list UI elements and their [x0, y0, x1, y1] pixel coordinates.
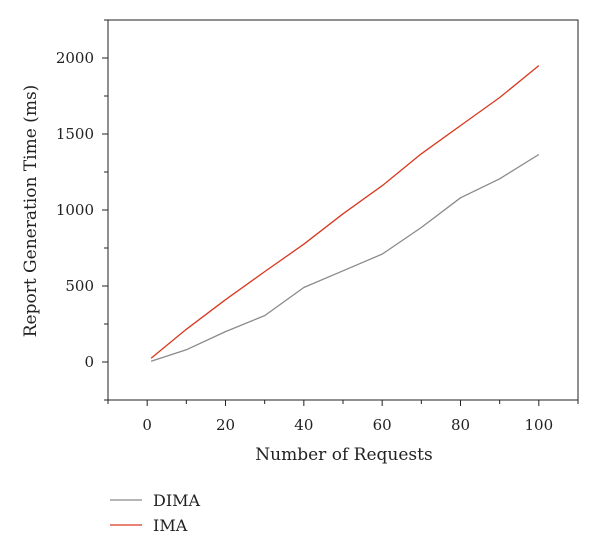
- series-line-ima: [150, 65, 540, 359]
- series-line-dima: [150, 153, 540, 362]
- y-tick-label: 2000: [56, 49, 94, 67]
- y-tick-label: 0: [84, 353, 94, 371]
- x-tick-label: 80: [451, 416, 470, 434]
- plot-frame: [107, 19, 579, 401]
- x-tick-label: 60: [373, 416, 392, 434]
- x-tick-label: 40: [294, 416, 313, 434]
- x-tick-label: 20: [216, 416, 235, 434]
- y-tick-label: 500: [65, 277, 94, 295]
- axis-labels: Number of Requests Report Generation Tim…: [21, 85, 433, 465]
- y-tick-label: 1000: [56, 201, 94, 219]
- x-axis-title: Number of Requests: [255, 445, 432, 465]
- legend-label-ima: IMA: [153, 516, 188, 535]
- y-tick-label: 1500: [56, 125, 94, 143]
- series-layer: [150, 65, 540, 362]
- x-tick-label: 0: [142, 416, 152, 434]
- legend: DIMA IMA: [110, 491, 201, 535]
- y-axis-title: Report Generation Time (ms): [21, 85, 41, 338]
- legend-label-dima: DIMA: [153, 491, 201, 510]
- x-tick-label: 100: [525, 416, 554, 434]
